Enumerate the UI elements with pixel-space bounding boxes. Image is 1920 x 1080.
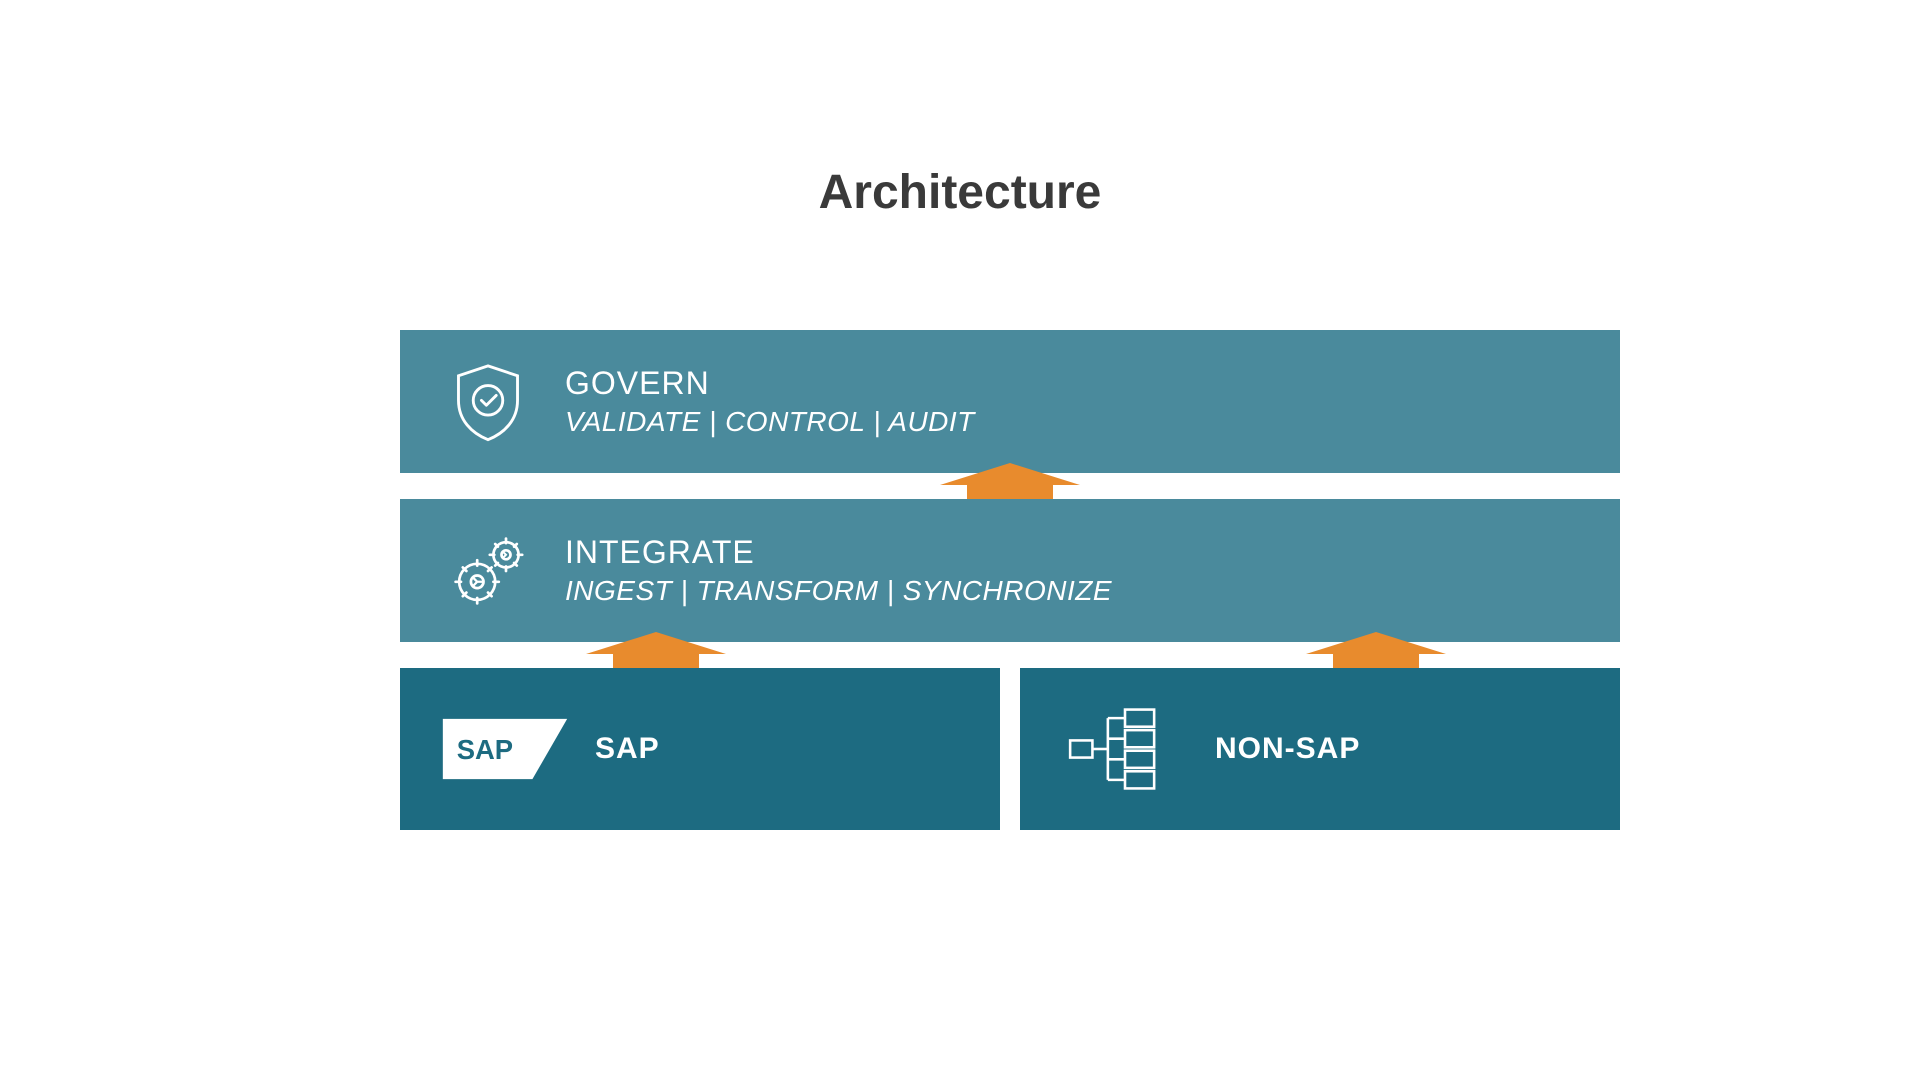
org-chart-icon (1060, 704, 1190, 794)
layer-govern-text: GOVERN VALIDATE | CONTROL | AUDIT (565, 365, 975, 438)
block-nonsap: NON-SAP (1020, 668, 1620, 830)
layer-integrate: INTEGRATE INGEST | TRANSFORM | SYNCHRONI… (400, 499, 1620, 642)
layer-integrate-subtitle: INGEST | TRANSFORM | SYNCHRONIZE (565, 575, 1112, 607)
gears-icon (440, 523, 535, 618)
block-nonsap-label: NON-SAP (1215, 732, 1360, 766)
svg-text:SAP: SAP (457, 734, 513, 765)
arrow-stem (613, 654, 699, 668)
arrow-up-icon (586, 632, 726, 654)
layer-integrate-text: INTEGRATE INGEST | TRANSFORM | SYNCHRONI… (565, 534, 1112, 607)
arrow-stem (967, 485, 1053, 499)
sap-logo-icon: SAP (440, 704, 570, 794)
arrow-up-icon (1306, 632, 1446, 654)
page-title: Architecture (0, 165, 1920, 220)
block-sap-label: SAP (595, 732, 660, 766)
shield-check-icon (440, 354, 535, 449)
connector-top (400, 473, 1620, 499)
layer-govern-title: GOVERN (565, 365, 975, 402)
block-sap: SAP SAP (400, 668, 1000, 830)
bottom-row: SAP SAP (400, 668, 1620, 830)
layer-govern: GOVERN VALIDATE | CONTROL | AUDIT (400, 330, 1620, 473)
layer-govern-subtitle: VALIDATE | CONTROL | AUDIT (565, 406, 975, 438)
connector-bottom (400, 642, 1620, 668)
architecture-diagram: GOVERN VALIDATE | CONTROL | AUDIT (400, 330, 1620, 830)
arrow-stem (1333, 654, 1419, 668)
arrow-up-icon (940, 463, 1080, 485)
layer-integrate-title: INTEGRATE (565, 534, 1112, 571)
